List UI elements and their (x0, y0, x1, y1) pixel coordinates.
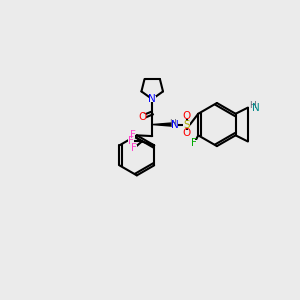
Text: H: H (249, 101, 256, 110)
Text: O: O (183, 111, 191, 121)
Text: O: O (183, 128, 191, 138)
FancyBboxPatch shape (130, 132, 135, 138)
FancyBboxPatch shape (183, 122, 190, 128)
FancyBboxPatch shape (131, 145, 137, 151)
Text: N: N (148, 94, 156, 104)
Text: H: H (169, 118, 175, 127)
Text: O: O (139, 112, 147, 122)
FancyBboxPatch shape (183, 113, 190, 119)
Text: F: F (131, 143, 137, 153)
Text: N: N (252, 103, 260, 112)
Text: F: F (191, 138, 197, 148)
FancyBboxPatch shape (249, 104, 260, 111)
Text: N: N (171, 119, 179, 130)
Text: F: F (128, 136, 134, 146)
FancyBboxPatch shape (128, 138, 134, 145)
FancyBboxPatch shape (140, 114, 146, 120)
FancyBboxPatch shape (191, 140, 197, 146)
FancyBboxPatch shape (168, 122, 178, 128)
Text: S: S (184, 119, 190, 130)
Text: F: F (130, 130, 136, 140)
FancyBboxPatch shape (183, 130, 190, 136)
FancyBboxPatch shape (149, 96, 156, 102)
Polygon shape (152, 123, 172, 126)
